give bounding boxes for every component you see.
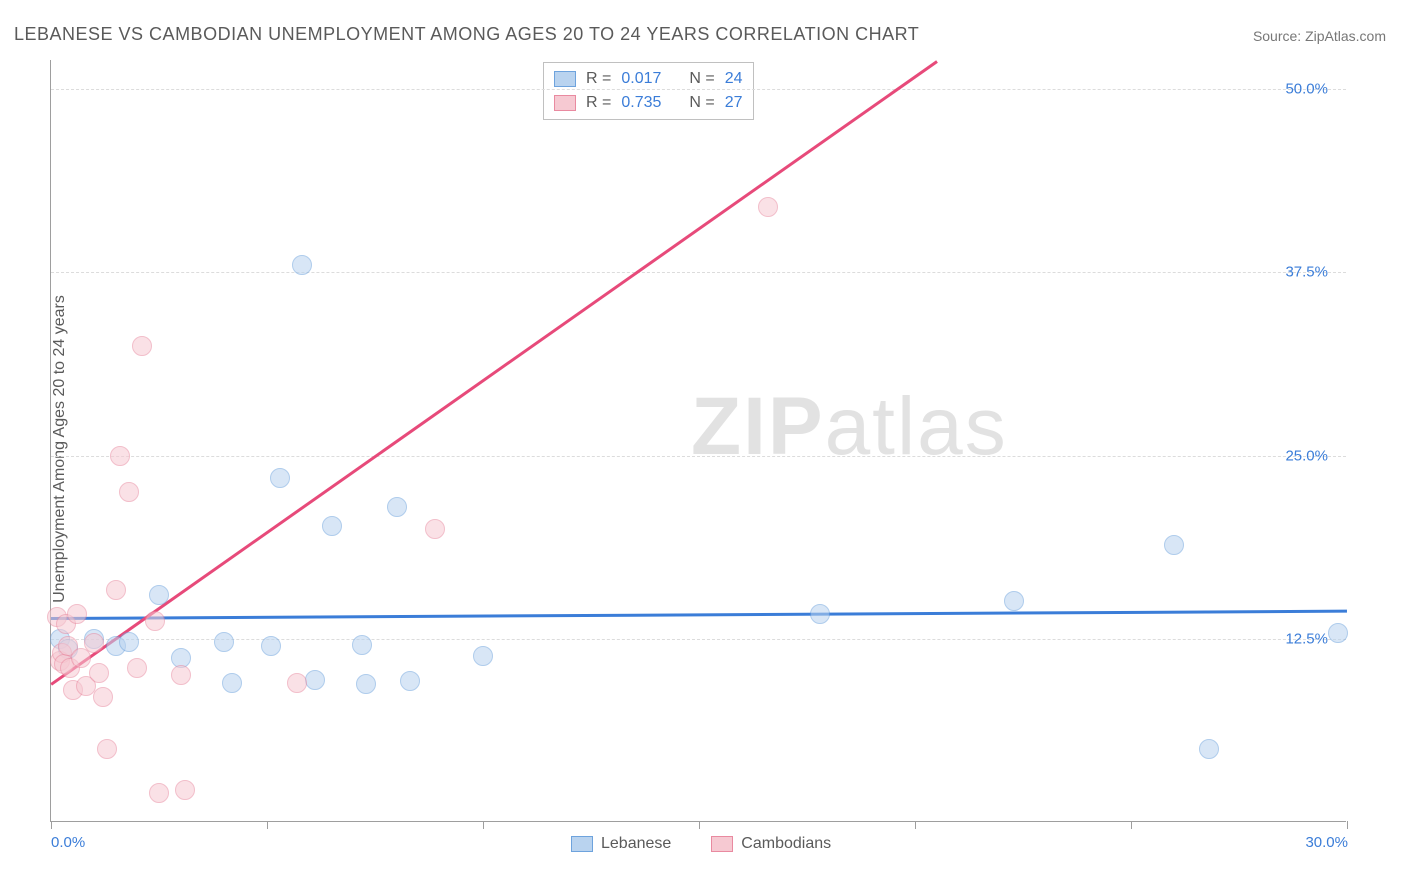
data-point-lebanese <box>171 648 191 668</box>
data-point-lebanese <box>352 635 372 655</box>
data-point-cambodians <box>56 614 76 634</box>
gridline-h <box>51 639 1346 640</box>
data-point-cambodians <box>175 780 195 800</box>
x-tick <box>1347 821 1348 829</box>
chart-container: LEBANESE VS CAMBODIAN UNEMPLOYMENT AMONG… <box>0 0 1406 892</box>
y-tick-label: 25.0% <box>1285 447 1328 464</box>
data-point-lebanese <box>214 632 234 652</box>
data-point-cambodians <box>54 654 74 674</box>
data-point-lebanese <box>322 516 342 536</box>
data-point-cambodians <box>127 658 147 678</box>
data-point-lebanese <box>305 670 325 690</box>
data-point-cambodians <box>52 643 72 663</box>
trend-line-cambodians <box>50 60 937 685</box>
n-label: N = <box>689 70 714 88</box>
data-point-lebanese <box>222 673 242 693</box>
data-point-cambodians <box>119 482 139 502</box>
data-point-lebanese <box>387 497 407 517</box>
x-tick <box>51 821 52 829</box>
trend-line-lebanese <box>51 610 1347 620</box>
data-point-lebanese <box>149 585 169 605</box>
n-value: 24 <box>725 70 743 88</box>
data-point-cambodians <box>67 604 87 624</box>
data-point-lebanese <box>400 671 420 691</box>
data-point-cambodians <box>758 197 778 217</box>
x-tick <box>483 821 484 829</box>
x-tick <box>267 821 268 829</box>
data-point-lebanese <box>1328 623 1348 643</box>
stats-legend: R = 0.017 N = 24 R = 0.735 N = 27 <box>543 62 754 120</box>
legend-swatch <box>554 95 576 111</box>
gridline-h <box>51 456 1346 457</box>
data-point-cambodians <box>63 680 83 700</box>
gridline-h <box>51 272 1346 273</box>
n-value: 27 <box>725 94 743 112</box>
data-point-lebanese <box>356 674 376 694</box>
data-point-lebanese <box>1199 739 1219 759</box>
r-label: R = <box>586 94 611 112</box>
watermark: ZIPatlas <box>691 380 1008 474</box>
data-point-cambodians <box>71 648 91 668</box>
data-point-cambodians <box>171 665 191 685</box>
legend-item-lebanese: Lebanese <box>571 835 671 853</box>
x-tick <box>1131 821 1132 829</box>
data-point-cambodians <box>89 663 109 683</box>
data-point-cambodians <box>97 739 117 759</box>
data-point-cambodians <box>132 336 152 356</box>
r-label: R = <box>586 70 611 88</box>
data-point-cambodians <box>145 611 165 631</box>
data-point-cambodians <box>93 687 113 707</box>
r-value: 0.735 <box>621 94 661 112</box>
legend-swatch <box>571 836 593 852</box>
data-point-lebanese <box>58 639 78 659</box>
x-tick-label: 0.0% <box>51 834 85 851</box>
data-point-cambodians <box>425 519 445 539</box>
data-point-cambodians <box>50 651 70 671</box>
legend-item-cambodians: Cambodians <box>711 835 831 853</box>
gridline-h <box>51 89 1346 90</box>
data-point-cambodians <box>287 673 307 693</box>
data-point-lebanese <box>473 646 493 666</box>
data-point-lebanese <box>1164 535 1184 555</box>
plot-area: ZIPatlas R =0.017N =24R =0.735N =27 Leba… <box>50 60 1346 822</box>
watermark-atlas: atlas <box>825 381 1008 472</box>
x-tick <box>915 821 916 829</box>
data-point-lebanese <box>810 604 830 624</box>
y-tick-label: 37.5% <box>1285 264 1328 281</box>
legend-swatch <box>711 836 733 852</box>
data-point-lebanese <box>270 468 290 488</box>
data-point-cambodians <box>106 580 126 600</box>
x-tick <box>699 821 700 829</box>
r-value: 0.017 <box>621 70 661 88</box>
source-label: Source: ZipAtlas.com <box>1253 28 1386 44</box>
y-tick-label: 50.0% <box>1285 81 1328 98</box>
data-point-cambodians <box>84 633 104 653</box>
data-point-cambodians <box>76 676 96 696</box>
data-point-cambodians <box>149 783 169 803</box>
data-point-cambodians <box>60 658 80 678</box>
data-point-lebanese <box>1004 591 1024 611</box>
series-legend: Lebanese Cambodians <box>571 835 831 853</box>
x-tick-label: 30.0% <box>1305 834 1348 851</box>
legend-label: Cambodians <box>741 835 831 853</box>
data-point-cambodians <box>47 607 67 627</box>
legend-swatch <box>554 71 576 87</box>
data-point-lebanese <box>119 632 139 652</box>
chart-title: LEBANESE VS CAMBODIAN UNEMPLOYMENT AMONG… <box>14 24 919 45</box>
n-label: N = <box>689 94 714 112</box>
legend-stats-row: R = 0.735 N = 27 <box>554 91 743 115</box>
legend-label: Lebanese <box>601 835 671 853</box>
watermark-zip: ZIP <box>691 381 825 472</box>
legend-stats-row: R = 0.017 N = 24 <box>554 67 743 91</box>
y-tick-label: 12.5% <box>1285 630 1328 647</box>
